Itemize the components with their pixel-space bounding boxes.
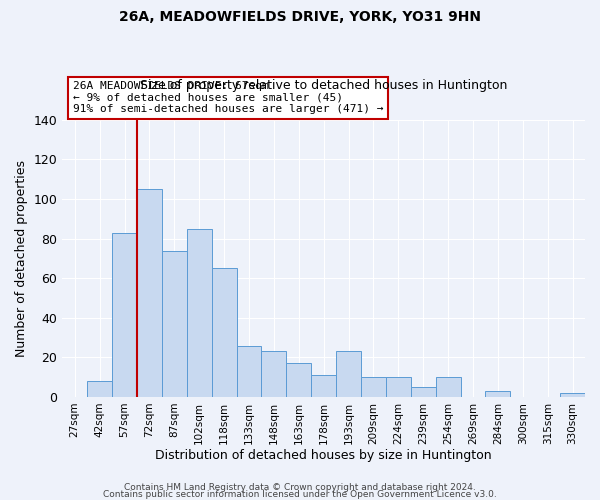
Bar (112, 232, 137, 397)
Bar (286, 364, 311, 397)
Bar (336, 352, 361, 397)
Text: Contains public sector information licensed under the Open Government Licence v3: Contains public sector information licen… (103, 490, 497, 499)
Bar (212, 268, 236, 397)
Text: 26A MEADOWFIELDS DRIVE: 67sqm
← 9% of detached houses are smaller (45)
91% of se: 26A MEADOWFIELDS DRIVE: 67sqm ← 9% of de… (73, 81, 383, 114)
Bar (87, 381, 112, 397)
Bar (560, 393, 585, 397)
Title: Size of property relative to detached houses in Huntington: Size of property relative to detached ho… (140, 80, 508, 92)
Bar (236, 346, 262, 397)
Text: 26A, MEADOWFIELDS DRIVE, YORK, YO31 9HN: 26A, MEADOWFIELDS DRIVE, YORK, YO31 9HN (119, 10, 481, 24)
Bar (436, 377, 461, 397)
Bar (187, 228, 212, 397)
Bar (411, 387, 436, 397)
Bar (361, 377, 386, 397)
X-axis label: Distribution of detached houses by size in Huntington: Distribution of detached houses by size … (155, 450, 492, 462)
Bar (137, 189, 162, 397)
Bar (485, 391, 511, 397)
Bar (162, 250, 187, 397)
Y-axis label: Number of detached properties: Number of detached properties (15, 160, 28, 357)
Text: Contains HM Land Registry data © Crown copyright and database right 2024.: Contains HM Land Registry data © Crown c… (124, 484, 476, 492)
Bar (311, 375, 336, 397)
Bar (386, 377, 411, 397)
Bar (262, 352, 286, 397)
